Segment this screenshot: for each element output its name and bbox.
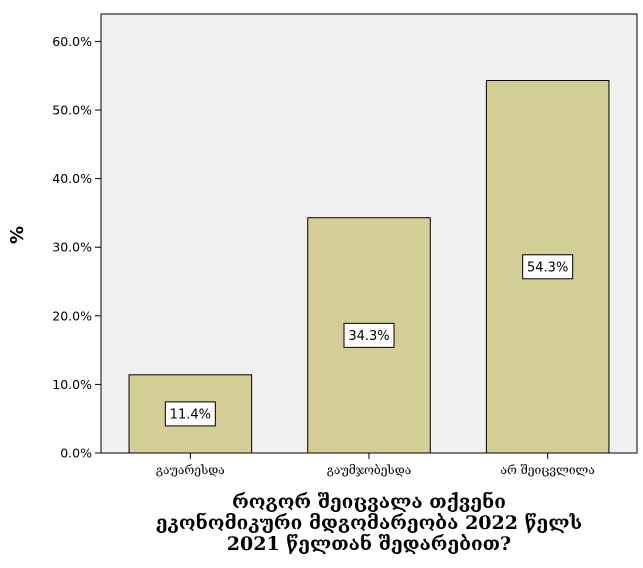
x-tick-label: გაუმჯობესდა <box>327 463 411 477</box>
y-tick-label: 40.0% <box>52 171 92 186</box>
y-axis: 0.0% 10.0% 20.0% 30.0% 40.0% 50.0% 60.0% <box>52 34 101 461</box>
x-axis-title-line-2: ეკონომიკური მდგომარეობა 2022 წელს <box>156 511 582 534</box>
y-tick-label: 0.0% <box>60 446 92 461</box>
y-tick-label: 10.0% <box>52 377 92 392</box>
y-tick-label: 60.0% <box>52 34 92 49</box>
y-tick-label: 20.0% <box>52 308 92 323</box>
x-tick-label: გაუარესდა <box>156 463 225 477</box>
x-axis-title-line-3: 2021 წელთან შედარებით? <box>227 532 511 555</box>
x-axis: გაუარესდა გაუმჯობესდა არ შეიცვლილა <box>156 453 595 477</box>
x-tick-label: არ შეიცვლილა <box>500 463 594 477</box>
data-label: 11.4% <box>170 407 211 422</box>
y-tick-label: 30.0% <box>52 240 92 255</box>
x-axis-title-line-1: როგორ შეიცვალა თქვენი <box>232 490 506 513</box>
x-axis-title: როგორ შეიცვალა თქვენი ეკონომიკური მდგომა… <box>156 490 582 555</box>
y-tick-label: 50.0% <box>52 103 92 118</box>
data-label: 54.3% <box>527 260 568 275</box>
y-axis-label: % <box>7 226 28 244</box>
data-label: 34.3% <box>348 329 389 344</box>
